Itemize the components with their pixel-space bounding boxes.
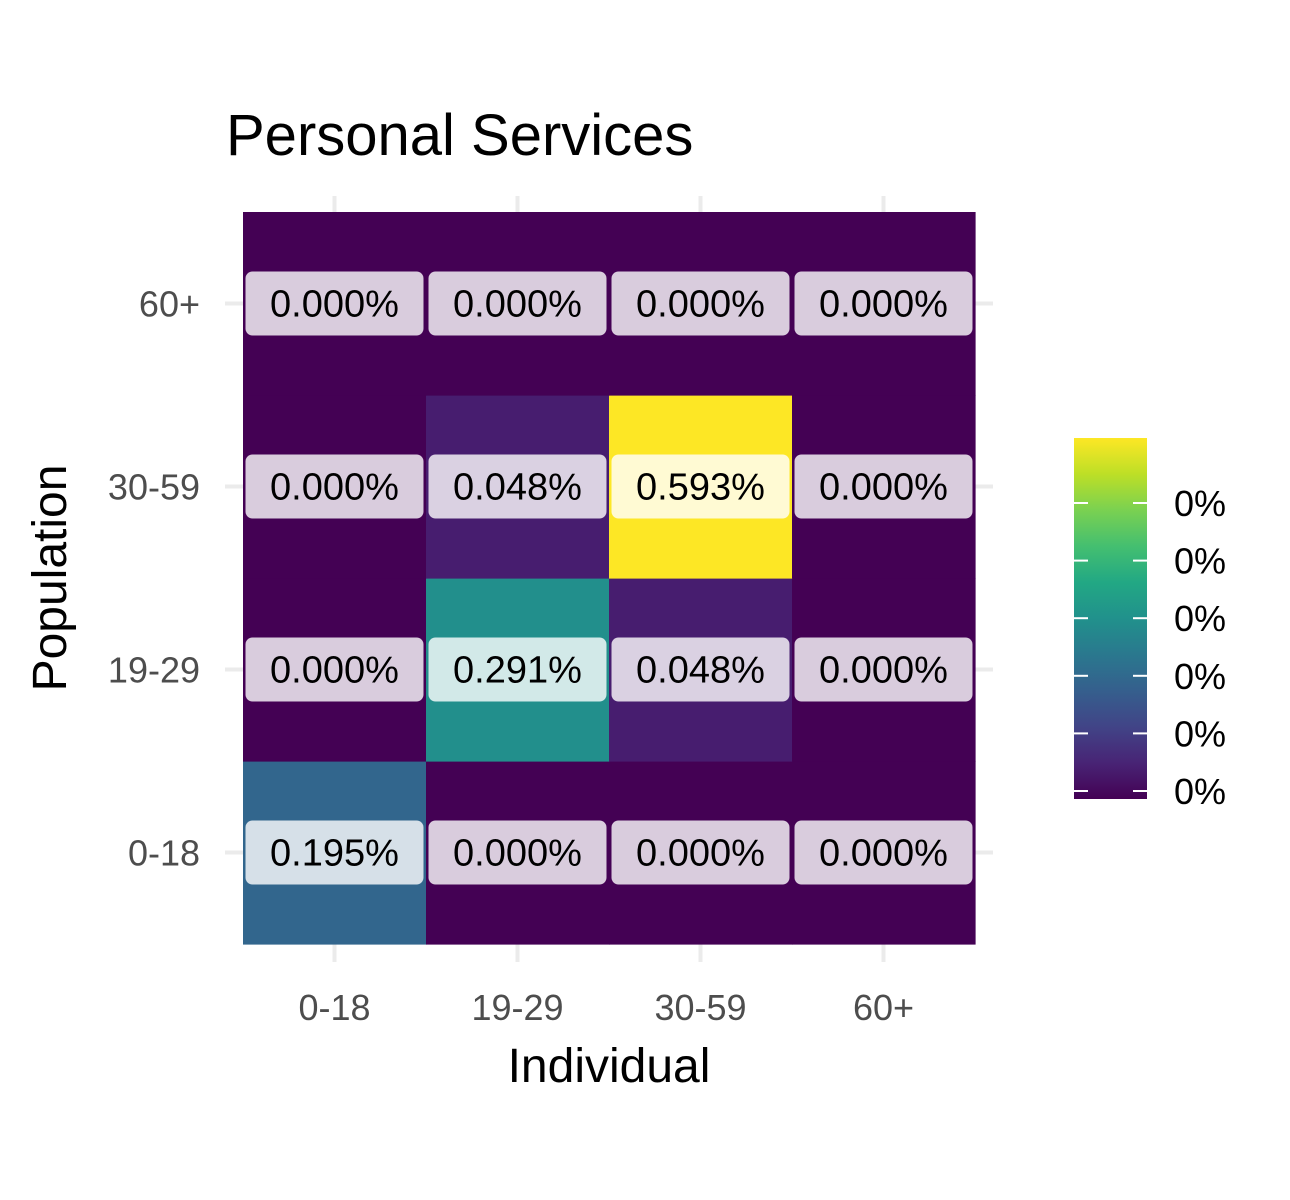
x-tick-label: 30-59: [654, 987, 746, 1028]
cell-label-box: [245, 637, 424, 702]
cell-label: 0.000%: [819, 467, 948, 509]
cell-label: 0.000%: [270, 467, 399, 509]
legend-label: 0%: [1174, 483, 1226, 524]
y-tick-label: 60+: [139, 284, 200, 325]
y-tick-label: 19-29: [108, 650, 200, 691]
legend-label: 0%: [1174, 656, 1226, 697]
y-tick-label: 0-18: [128, 833, 200, 874]
cell-label-box: [611, 454, 790, 519]
cell-label: 0.195%: [270, 833, 399, 875]
y-axis-title: Population: [24, 465, 77, 692]
x-axis-title: Individual: [508, 1040, 711, 1093]
legend-label: 0%: [1174, 771, 1226, 812]
cell-label: 0.048%: [636, 650, 765, 692]
x-tick-label: 19-29: [471, 987, 563, 1028]
cell-label: 0.048%: [453, 467, 582, 509]
x-tick-label: 0-18: [298, 987, 370, 1028]
y-tick-label: 30-59: [108, 467, 200, 508]
cell-label: 0.000%: [819, 833, 948, 875]
legend-label: 0%: [1174, 598, 1226, 639]
cell-label-box: [245, 820, 424, 885]
cell-label: 0.000%: [453, 833, 582, 875]
x-tick-label: 60+: [853, 987, 914, 1028]
cell-label: 0.291%: [453, 650, 582, 692]
cell-label-box: [245, 271, 424, 336]
cell-label-box: [794, 271, 973, 336]
cell-label-box: [611, 271, 790, 336]
cell-label-box: [611, 637, 790, 702]
color-legend: 0% 0% 0% 0% 0% 0%: [1074, 438, 1226, 812]
chart-title: Personal Services: [226, 103, 693, 168]
cell-label: 0.000%: [270, 650, 399, 692]
axis-ticks: 0-18 19-29 30-59 60+ 0-18 19-29 30-59 60+: [108, 284, 914, 1029]
cell-label: 0.593%: [636, 467, 765, 509]
cell-label-box: [794, 637, 973, 702]
cell-label-box: [428, 454, 607, 519]
cell-label: 0.000%: [453, 284, 582, 326]
cell-label-box: [428, 637, 607, 702]
cell-label: 0.000%: [819, 650, 948, 692]
cell-label: 0.000%: [270, 284, 399, 326]
cell-label-box: [794, 820, 973, 885]
legend-label: 0%: [1174, 713, 1226, 754]
cell-label: 0.000%: [636, 284, 765, 326]
cell-labels: 0.195% 0.000% 0.000% 0.000% 0.000% 0.291% 0.04…: [245, 271, 973, 885]
cell-label-box: [428, 271, 607, 336]
cell-label: 0.000%: [636, 833, 765, 875]
cell-label-box: [611, 820, 790, 885]
cell-label-box: [428, 820, 607, 885]
legend-label: 0%: [1174, 541, 1226, 582]
cell-label: 0.000%: [819, 284, 948, 326]
cell-label-box: [245, 454, 424, 519]
cell-label-box: [794, 454, 973, 519]
